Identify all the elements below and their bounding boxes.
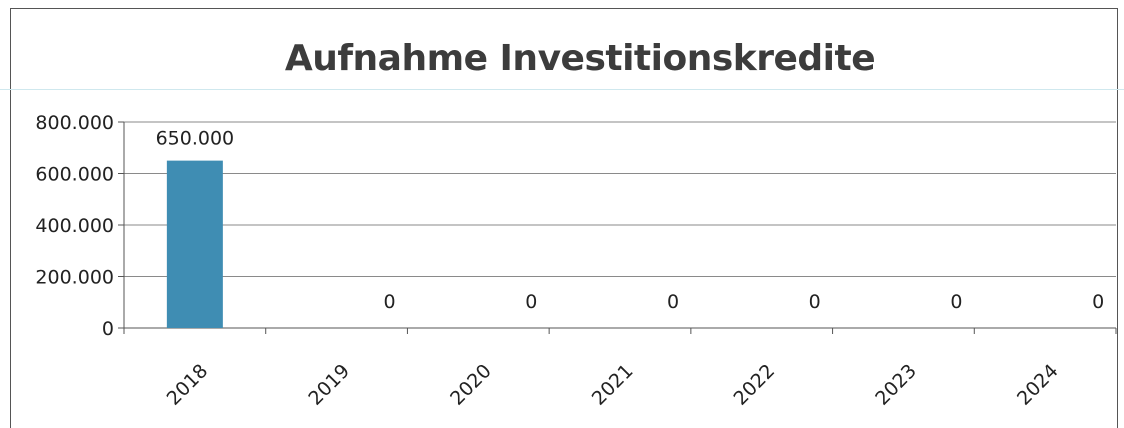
data-label: 0 [950,291,962,313]
x-tick-label: 2021 [588,360,638,410]
y-tick-label: 0 [102,318,114,340]
data-label: 0 [1092,291,1104,313]
data-label: 650.000 [156,128,235,150]
x-tick-label: 2022 [729,360,779,410]
x-tick-label: 2024 [1013,360,1063,410]
scan-line [0,89,1124,90]
y-tick-label: 200.000 [35,267,114,289]
data-label: 0 [384,291,396,313]
x-tick-label: 2018 [163,360,213,410]
x-tick-label: 2023 [871,360,921,410]
data-label: 0 [525,291,537,313]
y-tick-label: 800.000 [35,112,114,134]
y-tick-label: 400.000 [35,215,114,237]
x-tick-label: 2020 [446,360,496,410]
y-tick-label: 600.000 [35,164,114,186]
x-tick-label: 2019 [304,360,354,410]
chart-frame [10,8,1118,428]
data-label: 0 [667,291,679,313]
data-label: 0 [809,291,821,313]
chart-title: Aufnahme Investitionskredite [284,38,876,79]
bar [166,160,223,328]
